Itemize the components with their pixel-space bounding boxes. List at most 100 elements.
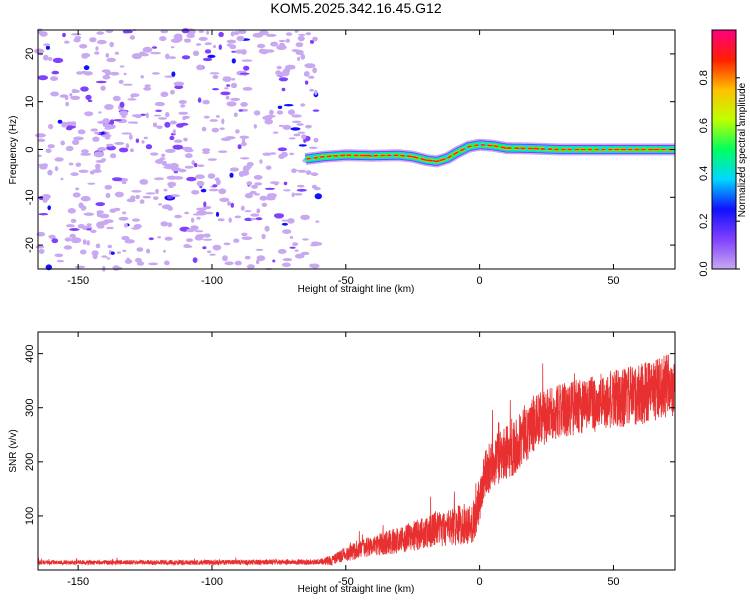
- noise-blob: [285, 32, 293, 36]
- noise-blob: [209, 119, 218, 122]
- noise-blob: [83, 65, 90, 71]
- noise-blob: [132, 121, 138, 124]
- noise-blob: [249, 190, 257, 195]
- noise-blob: [161, 160, 167, 166]
- noise-blob: [244, 210, 252, 213]
- x-tick-label: -150: [67, 275, 89, 287]
- noise-blob: [129, 148, 134, 153]
- noise-blob: [69, 233, 76, 239]
- y-tick-label: -10: [24, 189, 36, 205]
- noise-blob: [87, 99, 93, 103]
- noise-blob: [80, 205, 87, 211]
- noise-blob: [107, 244, 113, 249]
- noise-blob: [191, 190, 200, 195]
- noise-blob: [157, 236, 162, 239]
- noise-blob: [86, 223, 92, 227]
- noise-blob: [190, 225, 199, 231]
- signal-speckle: [551, 148, 555, 151]
- noise-blob: [148, 262, 159, 266]
- noise-blob: [142, 195, 152, 199]
- noise-blob: [75, 187, 80, 191]
- noise-blob: [289, 236, 294, 239]
- noise-blob: [38, 29, 42, 35]
- noise-blob: [95, 46, 99, 51]
- noise-blob: [80, 86, 89, 92]
- noise-blob: [117, 251, 121, 254]
- noise-blob: [203, 233, 211, 238]
- noise-blob: [86, 228, 92, 231]
- noise-blob: [240, 102, 248, 107]
- noise-blob: [164, 260, 170, 266]
- noise-blob: [72, 192, 81, 198]
- noise-blob: [70, 95, 81, 100]
- y-tick-label: 0: [24, 146, 36, 152]
- noise-blob: [47, 205, 51, 211]
- signal-speckle: [371, 153, 374, 157]
- noise-blob: [222, 76, 232, 82]
- noise-blob: [292, 242, 299, 247]
- noise-blob: [113, 207, 121, 212]
- noise-blob: [272, 259, 276, 263]
- noise-blob: [241, 49, 247, 55]
- noise-blob: [233, 31, 240, 36]
- snr-y-ticks: 100 200 300 400: [24, 344, 675, 525]
- noise-blob: [131, 190, 142, 193]
- noise-blob: [217, 218, 225, 222]
- noise-blob: [264, 114, 276, 118]
- noise-blob: [36, 231, 46, 237]
- noise-blob: [82, 239, 87, 245]
- noise-blob: [89, 37, 97, 43]
- noise-blob: [169, 135, 175, 141]
- noise-blob: [95, 80, 107, 84]
- noise-blob: [173, 139, 183, 143]
- noise-blob: [265, 165, 272, 170]
- noise-blob: [181, 28, 190, 34]
- noise-blob: [297, 35, 305, 42]
- noise-blob: [118, 216, 129, 221]
- noise-blob: [272, 131, 279, 134]
- x-tick-label: -50: [338, 576, 354, 588]
- noise-blob: [194, 230, 204, 233]
- noise-blob: [95, 202, 105, 207]
- signal-speckle: [317, 156, 321, 160]
- signal-speckle: [571, 147, 575, 151]
- noise-blob: [148, 237, 154, 241]
- noise-blob: [163, 188, 168, 192]
- noise-blob: [73, 136, 84, 141]
- noise-blob: [90, 229, 97, 233]
- noise-blob: [186, 176, 197, 182]
- noise-blob: [54, 157, 64, 162]
- noise-blob: [281, 262, 291, 267]
- noise-blob: [72, 139, 80, 145]
- noise-blob: [80, 249, 87, 255]
- noise-blob: [211, 127, 219, 133]
- noise-blob: [226, 84, 231, 87]
- noise-blob: [207, 54, 216, 59]
- signal-speckle: [477, 142, 482, 146]
- noise-blob: [282, 229, 292, 235]
- signal-speckle: [532, 148, 535, 151]
- noise-blob: [118, 147, 129, 153]
- noise-blob: [77, 224, 86, 229]
- noise-blob: [153, 177, 165, 181]
- noise-blob: [43, 54, 49, 61]
- noise-blob: [65, 101, 70, 107]
- noise-blob: [173, 81, 185, 87]
- noise-blob: [296, 123, 304, 126]
- noise-blob: [243, 65, 250, 71]
- noise-blob: [300, 103, 306, 107]
- noise-blob: [285, 38, 290, 43]
- noise-blob: [159, 157, 166, 161]
- noise-blob: [70, 172, 79, 177]
- noise-blob: [298, 33, 306, 36]
- noise-blob: [106, 145, 116, 151]
- noise-blob: [51, 238, 59, 244]
- noise-blob: [165, 53, 170, 60]
- noise-blob: [181, 55, 191, 60]
- noise-blob: [235, 129, 240, 134]
- noise-blob: [141, 140, 145, 144]
- colorbar-ticks: 0.0 0.2 0.4 0.6 0.8: [698, 70, 740, 277]
- noise-blob: [80, 195, 91, 202]
- x-tick-label: -50: [338, 275, 354, 287]
